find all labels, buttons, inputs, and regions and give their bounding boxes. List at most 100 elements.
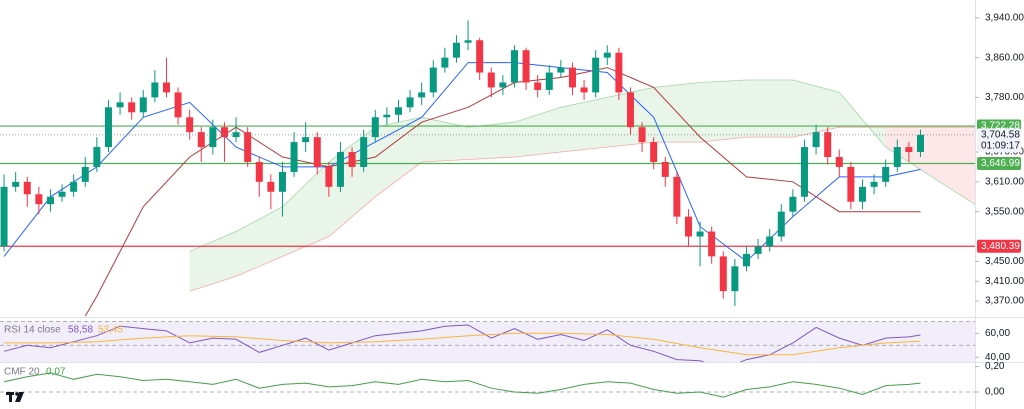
indicator-line (3, 324, 921, 362)
indicator-line (3, 62, 921, 262)
candle-body (12, 181, 20, 187)
candle-body (777, 211, 785, 237)
candle-body (383, 114, 391, 118)
rsi-pane (0, 320, 975, 362)
candle-body (139, 97, 147, 113)
candle-body (46, 196, 54, 205)
candle-body (93, 147, 101, 167)
cloud-segment (375, 117, 422, 197)
candle-body (534, 82, 542, 90)
candle-body (603, 52, 611, 58)
candle-body (220, 127, 228, 138)
candle-body (847, 166, 855, 202)
cloud-segment (932, 127, 975, 205)
y-tick-label: 3,780.00 (985, 92, 1024, 103)
candle-body (545, 72, 553, 90)
indicator-line (3, 372, 921, 398)
candle-body (650, 142, 658, 162)
y-tick-label: 3,610.00 (985, 176, 1024, 187)
candle-body (255, 161, 263, 182)
candle-body (70, 181, 78, 192)
y-tick-label: 0,00 (985, 387, 1005, 398)
y-tick-label: 3,410.00 (985, 276, 1024, 287)
candle-body (35, 194, 43, 205)
cloud-segment (236, 206, 283, 277)
y-tick-label: 3,550.00 (985, 206, 1024, 217)
level-label-bg (977, 239, 1021, 253)
level-label: 3,480.39 (981, 241, 1020, 252)
price-axis: 3,940.003,860.003,780.003,670.003,610.00… (975, 13, 1024, 398)
candle-body (487, 72, 495, 88)
y-tick-label: 3,860.00 (985, 52, 1024, 63)
candle-body (313, 137, 321, 167)
candle-body (162, 82, 170, 93)
candle-body (429, 67, 437, 93)
candle-body (719, 256, 727, 292)
candle-body (58, 191, 66, 197)
cloud-segment (700, 79, 747, 143)
candle-body (116, 102, 124, 108)
candle-body (302, 137, 310, 143)
cloud-segment (468, 122, 515, 160)
cloud-span-a (189, 79, 975, 252)
band-fill (0, 321, 975, 362)
legend-value: 0,07 (46, 367, 66, 378)
candle-body (232, 132, 240, 138)
candle-body (406, 97, 414, 108)
candle-body (23, 181, 31, 195)
y-tick-label: 3,370.00 (985, 296, 1024, 307)
indicator-line (4, 332, 921, 356)
rsi-title: RSI 14 close (4, 325, 61, 336)
candle-body (464, 40, 472, 43)
candle-body (348, 152, 356, 167)
candle-body (186, 117, 194, 133)
cloud-segment (282, 161, 329, 257)
logo (6, 392, 24, 402)
candle-body (371, 117, 379, 138)
candle-body (916, 134, 924, 153)
candle-body (824, 132, 832, 158)
y-tick-label: 60,00 (985, 328, 1010, 339)
candle-body (696, 231, 704, 237)
candle-body (197, 132, 205, 148)
candle-body (174, 92, 182, 118)
candle-body (835, 157, 843, 167)
candle-body (360, 137, 368, 167)
candle-body (104, 107, 112, 148)
candle-body (278, 171, 286, 192)
cloud-segment (792, 79, 840, 138)
candle-body (336, 152, 344, 187)
candle-body (81, 166, 89, 182)
candle-body (476, 40, 484, 73)
candle-body (812, 132, 820, 148)
y-tick-label: 40,00 (985, 352, 1010, 363)
candle-body (858, 186, 866, 202)
y-tick-label: 0,20 (985, 361, 1005, 372)
y-tick-label: 3,450.00 (985, 256, 1024, 267)
candle-body (893, 147, 901, 167)
level-label: 3,722.28 (981, 121, 1020, 132)
price-label-bg (977, 128, 1021, 153)
level-label-bg (977, 156, 1021, 170)
candle-body (742, 253, 750, 267)
candle-body (499, 82, 507, 88)
candle-body (290, 142, 298, 172)
candle-body (418, 92, 426, 98)
candle-body (128, 102, 136, 113)
candle-body (870, 181, 878, 187)
candle-body (441, 57, 449, 68)
candle-body (394, 107, 402, 115)
countdown: 01:09:17 (981, 140, 1020, 151)
candle-body (731, 266, 739, 292)
candle-body (0, 186, 8, 247)
candle-body (766, 236, 774, 247)
cmf-title: CMF 20 (4, 367, 40, 378)
price-pane (0, 20, 975, 316)
candle-body (209, 127, 217, 148)
candle-body (626, 92, 634, 128)
candle-body (661, 161, 669, 177)
level-label: 3,646.99 (981, 158, 1020, 169)
candle-body (244, 132, 252, 162)
candle-body (557, 67, 565, 73)
